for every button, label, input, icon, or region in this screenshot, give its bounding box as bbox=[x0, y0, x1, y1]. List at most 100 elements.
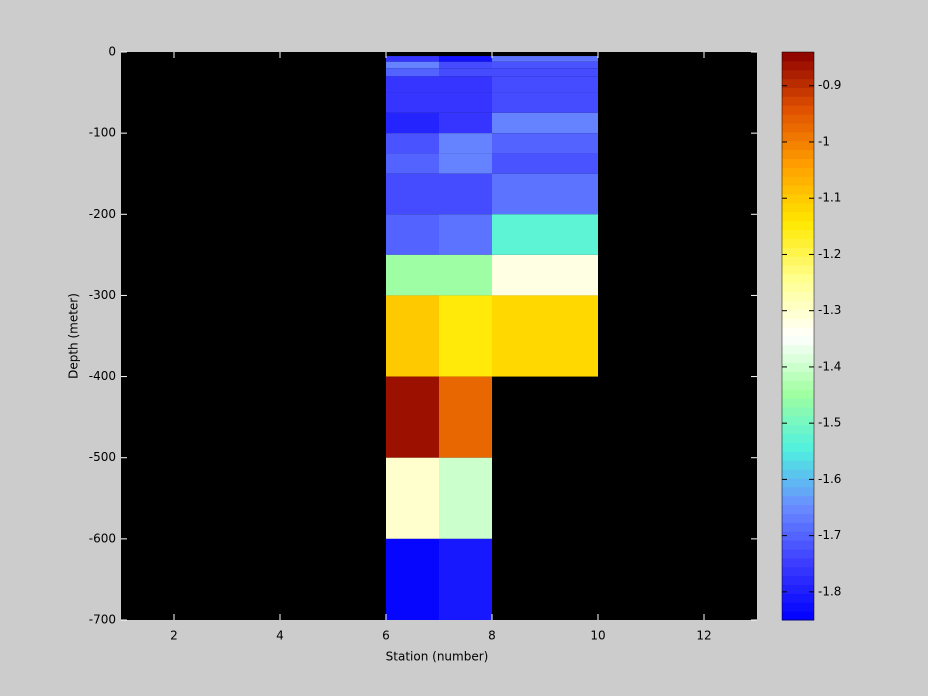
heatmap-cell bbox=[386, 56, 439, 62]
heatmap-cell bbox=[439, 153, 492, 174]
heatmap-cell bbox=[386, 68, 439, 77]
x-tick-label: 12 bbox=[696, 629, 711, 643]
colorbar-segment bbox=[782, 371, 814, 381]
colorbar-tick-label: -0.9 bbox=[818, 78, 841, 92]
colorbar-segment bbox=[782, 194, 814, 204]
colorbar-segment bbox=[782, 52, 814, 62]
colorbar-segment bbox=[782, 87, 814, 97]
colorbar-segment bbox=[782, 575, 814, 585]
colorbar-tick-label: -1.8 bbox=[818, 584, 841, 598]
heatmap-cell bbox=[386, 254, 439, 296]
colorbar-segment bbox=[782, 123, 814, 133]
colorbar-segment bbox=[782, 566, 814, 577]
y-tick-label: -200 bbox=[89, 207, 116, 221]
x-tick-label: 10 bbox=[590, 629, 605, 643]
heatmap-cell bbox=[386, 376, 439, 458]
colorbar-segment bbox=[782, 273, 814, 284]
heatmap-cell bbox=[492, 173, 598, 215]
x-tick-label: 8 bbox=[488, 629, 496, 643]
colorbar-segment bbox=[782, 211, 814, 222]
colorbar-segment bbox=[782, 69, 814, 80]
colorbar-tick-label: -1.4 bbox=[818, 359, 841, 373]
heatmap-cell bbox=[386, 153, 439, 174]
heatmap-cell bbox=[439, 133, 492, 154]
y-tick-label: -500 bbox=[89, 450, 116, 464]
heatmap-cell bbox=[386, 133, 439, 154]
colorbar-segment bbox=[782, 336, 814, 346]
heatmap-cell bbox=[492, 254, 598, 296]
heatmap-cell bbox=[439, 214, 492, 255]
colorbar-segment bbox=[782, 593, 814, 603]
x-tick-label: 6 bbox=[382, 629, 390, 643]
colorbar-segment bbox=[782, 247, 814, 257]
heatmap-cell bbox=[492, 76, 598, 93]
heatmap-cell bbox=[386, 173, 439, 215]
colorbar-tick-label: -1.7 bbox=[818, 528, 841, 542]
colorbar-tick-label: -1 bbox=[818, 134, 830, 148]
colorbar-segment bbox=[782, 611, 814, 621]
colorbar-segment bbox=[782, 202, 814, 213]
heatmap-cell bbox=[492, 68, 598, 77]
colorbar-segment bbox=[782, 442, 814, 452]
y-tick-label: -300 bbox=[89, 288, 116, 302]
heatmap-cell bbox=[492, 112, 598, 134]
colorbar-segment bbox=[782, 602, 814, 612]
colorbar-segment bbox=[782, 309, 814, 319]
colorbar-segment bbox=[782, 114, 814, 124]
heatmap-cell bbox=[386, 112, 439, 134]
x-tick-label: 4 bbox=[276, 629, 284, 643]
colorbar-segment bbox=[782, 238, 814, 248]
colorbar-segment bbox=[782, 415, 814, 426]
colorbar-tick-label: -1.6 bbox=[818, 472, 841, 486]
colorbar-segment bbox=[782, 389, 814, 399]
colorbar-segment bbox=[782, 96, 814, 106]
heatmap-cell bbox=[439, 76, 492, 93]
colorbar-segment bbox=[782, 433, 814, 443]
heatmap-cell bbox=[439, 92, 492, 113]
colorbar-segment bbox=[782, 282, 814, 293]
x-axis-label: Station (number) bbox=[386, 650, 489, 664]
colorbar-segment bbox=[782, 265, 814, 275]
heatmap-cell bbox=[439, 61, 492, 69]
colorbar-tick-label: -1.5 bbox=[818, 416, 841, 430]
heatmap-cell bbox=[439, 254, 492, 296]
colorbar-segment bbox=[782, 424, 814, 435]
colorbar-segment bbox=[782, 185, 814, 195]
heatmap-cell bbox=[386, 457, 439, 539]
colorbar-segment bbox=[782, 549, 814, 559]
colorbar-segment bbox=[782, 158, 814, 168]
heatmap-cell bbox=[386, 76, 439, 93]
heatmap-cell bbox=[439, 56, 492, 62]
colorbar-segment bbox=[782, 540, 814, 550]
colorbar-segment bbox=[782, 486, 814, 497]
colorbar-segment bbox=[782, 451, 814, 461]
colorbar-tick-label: -1.3 bbox=[818, 303, 841, 317]
colorbar-segment bbox=[782, 522, 814, 532]
heatmap-cell bbox=[492, 61, 598, 69]
y-tick-label: -700 bbox=[89, 613, 116, 627]
heatmap-cell bbox=[386, 61, 439, 69]
colorbar-segment bbox=[782, 469, 814, 479]
heatmap-cell bbox=[439, 457, 492, 539]
colorbar-tick-label: -1.1 bbox=[818, 191, 841, 205]
colorbar-segment bbox=[782, 478, 814, 488]
colorbar-segment bbox=[782, 398, 814, 408]
heatmap-cell bbox=[492, 295, 598, 377]
heatmap-cell bbox=[439, 295, 492, 377]
colorbar-frame bbox=[781, 51, 815, 621]
y-tick-label: -600 bbox=[89, 531, 116, 545]
heatmap-cell bbox=[386, 538, 439, 620]
heatmap-cell bbox=[439, 538, 492, 620]
heatmap-cell bbox=[492, 56, 598, 62]
heatmap-cell bbox=[386, 92, 439, 113]
heatmap-cell bbox=[386, 214, 439, 255]
colorbar-segment bbox=[782, 584, 814, 594]
colorbar-segment bbox=[782, 149, 814, 159]
colorbar-segment bbox=[782, 380, 814, 390]
heatmap-cell bbox=[492, 133, 598, 154]
y-tick-label: -400 bbox=[89, 369, 116, 383]
colorbar-segment bbox=[782, 176, 814, 186]
colorbar-segment bbox=[782, 318, 814, 328]
colorbar-segment bbox=[782, 60, 814, 71]
